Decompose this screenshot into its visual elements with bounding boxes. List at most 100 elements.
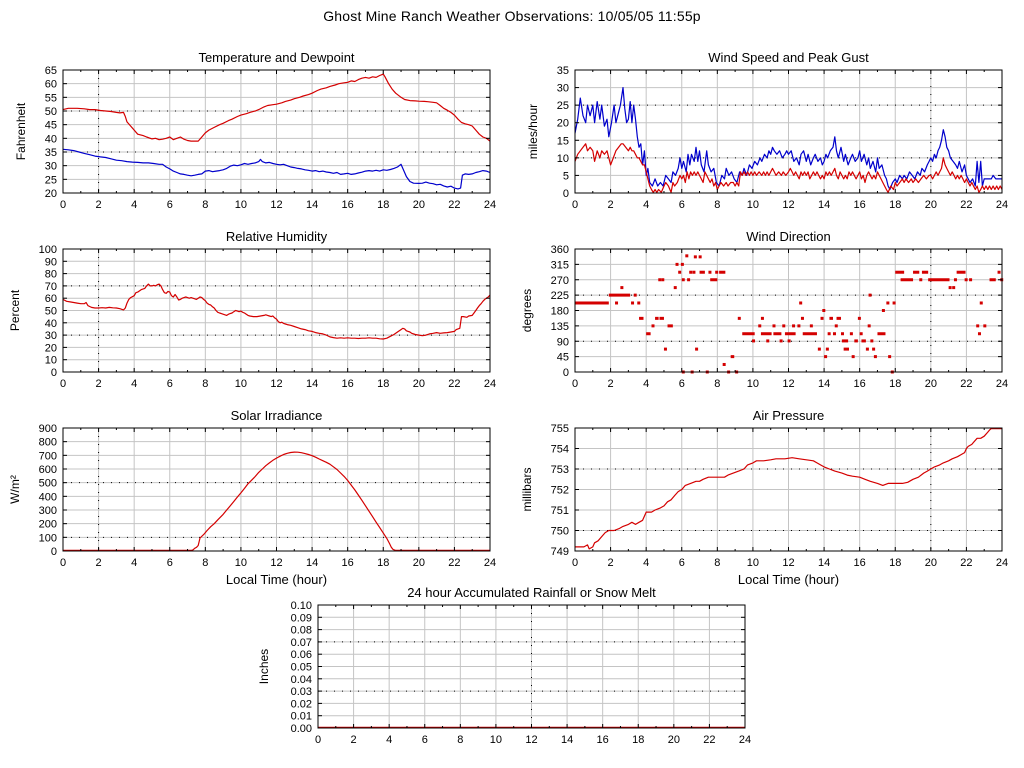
wind-direction-dash — [687, 278, 691, 282]
wind-direction-dash — [782, 324, 786, 328]
wind-direction-dash — [773, 332, 782, 336]
x-tick-label: 4 — [131, 199, 137, 211]
y-tick-label: 70 — [45, 281, 57, 293]
x-tick-label: 18 — [377, 557, 389, 569]
chart-title-wind_speed: Wind Speed and Peak Gust — [708, 50, 869, 65]
wind-direction-dash — [685, 254, 689, 258]
x-tick-label: 24 — [484, 557, 496, 569]
x-tick-label: 0 — [60, 199, 66, 211]
x-tick-label: 22 — [448, 378, 460, 390]
chart-title-solar: Solar Irradiance — [231, 408, 323, 423]
wind-direction-dash — [784, 332, 796, 336]
series-wind-direction — [575, 254, 1004, 374]
series-solar-irradiance — [63, 451, 490, 552]
wind-direction-dash — [633, 293, 637, 297]
x-tick-label: 12 — [270, 199, 282, 211]
wind-direction-dash — [892, 301, 896, 305]
y-axis-label-humidity: Percent — [8, 289, 22, 331]
wind-direction-dash — [921, 270, 929, 274]
y-tick-label: 270 — [551, 275, 569, 287]
y-tick-label: 5 — [563, 170, 569, 182]
y-tick-label: 55 — [45, 92, 57, 104]
x-tick-label: 24 — [484, 199, 496, 211]
wind-direction-dash — [953, 278, 957, 282]
x-tick-label: 14 — [818, 378, 830, 390]
wind-direction-dash — [989, 278, 996, 282]
y-tick-label: 60 — [45, 293, 57, 305]
wind-direction-dash — [976, 324, 980, 328]
y-tick-label: 200 — [39, 519, 57, 531]
y-tick-label: 35 — [557, 65, 569, 77]
wind-direction-dash — [867, 324, 871, 328]
y-tick-label: 0.03 — [291, 686, 312, 698]
x-tick-label: 18 — [889, 378, 901, 390]
y-tick-label: 90 — [557, 336, 569, 348]
x-tick-label: 4 — [131, 378, 137, 390]
y-tick-label: 0 — [563, 188, 569, 200]
wind-direction-dash — [872, 347, 876, 351]
y-tick-label: 65 — [45, 65, 57, 77]
y-tick-label: 50 — [45, 106, 57, 118]
wind-direction-dash — [854, 339, 858, 343]
chart-rainfall: 0 2 4 6 8 10 12 14 16 18 20 22 240.000.010.020.030.0… — [257, 585, 751, 746]
x-tick-label: 6 — [167, 199, 173, 211]
x-tick-label: 24 — [996, 378, 1008, 390]
y-tick-label: 0.04 — [291, 674, 312, 686]
chart-pressure: 0 2 4 6 8 10 12 14 16 18 20 22 247497507517527537547… — [520, 408, 1008, 587]
x-axis-label-solar: Local Time (hour) — [226, 572, 327, 587]
x-tick-label: 12 — [270, 557, 282, 569]
y-tick-label: 0 — [51, 367, 57, 379]
x-tick-label: 2 — [96, 199, 102, 211]
y-tick-label: 754 — [551, 444, 569, 456]
wind-direction-dash — [659, 316, 664, 320]
y-tick-label: 40 — [45, 318, 57, 330]
x-tick-label: 14 — [306, 557, 318, 569]
y-tick-label: 700 — [39, 450, 57, 462]
x-tick-label: 8 — [714, 378, 720, 390]
y-tick-label: 60 — [45, 79, 57, 91]
y-axis-label-wind_direction: degrees — [520, 289, 534, 332]
wind-direction-dash — [655, 316, 659, 320]
y-tick-label: 25 — [557, 100, 569, 112]
wind-direction-dash — [948, 286, 952, 290]
x-tick-label: 16 — [342, 378, 354, 390]
series-peak-gust — [574, 86, 1002, 191]
wind-direction-dash — [895, 270, 905, 274]
wind-direction-dash — [802, 332, 817, 336]
y-tick-label: 40 — [45, 133, 57, 145]
wind-direction-dash — [797, 324, 801, 328]
wind-direction-dash — [681, 278, 685, 282]
wind-direction-dash — [760, 332, 772, 336]
y-tick-label: 0.00 — [291, 723, 312, 735]
y-tick-label: 25 — [45, 174, 57, 186]
x-tick-label: 2 — [608, 199, 614, 211]
chart-temperature: 0 2 4 6 8 10 12 14 16 18 20 22 242025303540455055606… — [14, 50, 496, 211]
y-tick-label: 752 — [551, 485, 569, 497]
wind-direction-dash — [851, 355, 855, 359]
x-tick-label: 12 — [270, 378, 282, 390]
wind-direction-dash — [809, 324, 813, 328]
y-tick-label: 135 — [551, 321, 569, 333]
wind-direction-dash — [689, 270, 693, 274]
wind-direction-dash — [678, 270, 682, 274]
y-tick-label: 400 — [39, 491, 57, 503]
y-tick-label: 10 — [557, 153, 569, 165]
y-tick-label: 90 — [45, 256, 57, 268]
x-tick-label: 16 — [342, 557, 354, 569]
wind-direction-dash — [977, 332, 981, 336]
x-tick-label: 22 — [448, 557, 460, 569]
wind-direction-dash — [843, 347, 849, 351]
x-tick-label: 8 — [202, 199, 208, 211]
wind-direction-dash — [820, 316, 824, 320]
y-tick-label: 0.06 — [291, 649, 312, 661]
x-tick-label: 20 — [413, 199, 425, 211]
x-tick-label: 18 — [377, 378, 389, 390]
x-tick-label: 16 — [854, 557, 866, 569]
wind-direction-dash — [637, 301, 641, 305]
wind-direction-dash — [841, 339, 849, 343]
wind-direction-dash — [575, 301, 609, 305]
wind-direction-dash — [834, 324, 838, 328]
wind-direction-dash — [737, 316, 741, 320]
wind-direction-dash — [615, 301, 619, 305]
